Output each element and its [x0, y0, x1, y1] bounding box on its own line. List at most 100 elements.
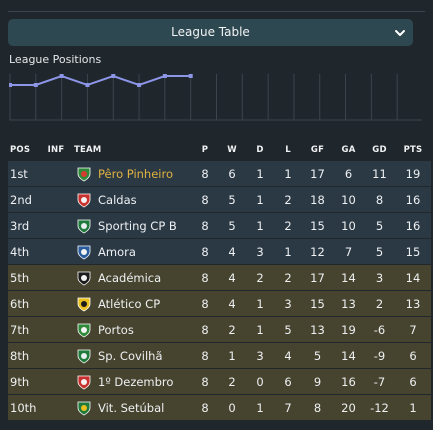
info-cell [40, 368, 72, 395]
points-cell: 14 [395, 264, 431, 291]
team-name[interactable]: Portos [98, 322, 134, 337]
header-drawn[interactable]: D [256, 145, 264, 155]
header-points[interactable]: PTS [403, 145, 423, 155]
table-row[interactable]: 1st Pêro Pinheiro 8 6 1 1 17 6 11 19 [8, 161, 431, 187]
position-point [85, 83, 90, 87]
table-row[interactable]: 9th 1º Dezembro 8 2 0 6 9 16 -7 6 [8, 368, 431, 395]
table-row[interactable]: 2nd Caldas 8 5 1 2 18 10 8 16 [8, 186, 431, 213]
table-row[interactable]: 3rd Sporting CP B 8 5 1 2 15 10 5 16 [8, 212, 431, 239]
points-cell: 7 [395, 316, 431, 343]
info-cell [40, 212, 72, 239]
chevron-down-icon[interactable] [394, 28, 406, 38]
header-inf[interactable]: INF [47, 145, 65, 155]
team-cell[interactable]: Portos [72, 316, 192, 343]
team-cell[interactable]: Caldas [72, 186, 192, 213]
table-header-row: POS INF TEAM P W D L GF GA GD PTS [8, 139, 431, 161]
lost-cell: 5 [274, 316, 302, 343]
points-cell: 16 [395, 186, 431, 213]
table-row[interactable]: 7th Portos 8 2 1 5 13 19 -6 7 [8, 316, 431, 343]
header-team[interactable]: TEAM [74, 145, 102, 155]
position-cell: 5th [8, 264, 40, 291]
table-row[interactable]: 8th Sp. Covilhã 8 1 3 4 5 14 -9 6 [8, 342, 431, 369]
team-name[interactable]: Caldas [98, 192, 137, 207]
goals-against-cell: 7 [333, 238, 364, 265]
team-name[interactable]: Sp. Covilhã [98, 348, 163, 363]
position-cell: 3rd [8, 212, 40, 239]
top-divider [8, 11, 425, 12]
won-cell: 5 [218, 212, 246, 239]
team-name[interactable]: Atlético CP [98, 296, 161, 311]
lost-cell: 2 [274, 212, 302, 239]
header-played[interactable]: P [201, 145, 209, 155]
drawn-cell: 0 [246, 368, 274, 395]
club-crest-icon [77, 167, 91, 181]
club-crest-icon [77, 349, 91, 363]
club-crest-icon [77, 401, 91, 415]
team-name[interactable]: Académica [98, 270, 162, 285]
team-cell[interactable]: Académica [72, 264, 192, 291]
team-cell[interactable]: Amora [72, 238, 192, 265]
table-row[interactable]: 5th Académica 8 4 2 2 17 14 3 14 [8, 264, 431, 291]
league-table: POS INF TEAM P W D L GF GA GD PTS 1st Pêr… [8, 139, 431, 421]
goal-difference-cell: -12 [364, 394, 395, 421]
table-row[interactable]: 6th Atlético CP 8 4 1 3 15 13 2 13 [8, 290, 431, 317]
team-cell[interactable]: Sp. Covilhã [72, 342, 192, 369]
header-lost[interactable]: L [285, 145, 291, 155]
dropdown-label: League Table [171, 25, 250, 39]
header-goals-against[interactable]: GA [341, 145, 356, 155]
team-name[interactable]: 1º Dezembro [98, 374, 174, 389]
played-cell: 8 [192, 316, 218, 343]
info-cell [40, 238, 72, 265]
points-cell: 6 [395, 342, 431, 369]
team-name[interactable]: Pêro Pinheiro [98, 166, 174, 181]
team-cell[interactable]: Atlético CP [72, 290, 192, 317]
goals-against-cell: 10 [333, 212, 364, 239]
table-row[interactable]: 10th Vit. Setúbal 8 0 1 7 8 20 -12 1 [8, 394, 431, 421]
goals-for-cell: 17 [302, 161, 333, 187]
won-cell: 4 [218, 238, 246, 265]
header-goals-for[interactable]: GF [310, 145, 325, 155]
lost-cell: 6 [274, 368, 302, 395]
info-cell [40, 316, 72, 343]
points-cell: 6 [395, 368, 431, 395]
club-crest-icon [77, 297, 91, 311]
goal-difference-cell: -7 [364, 368, 395, 395]
goal-difference-cell: 5 [364, 212, 395, 239]
won-cell: 4 [218, 264, 246, 291]
team-name[interactable]: Vit. Setúbal [98, 400, 165, 415]
lost-cell: 3 [274, 290, 302, 317]
header-won[interactable]: W [227, 145, 237, 155]
info-cell [40, 161, 72, 187]
drawn-cell: 1 [246, 161, 274, 187]
goals-for-cell: 12 [302, 238, 333, 265]
team-name[interactable]: Amora [98, 244, 136, 259]
goals-for-cell: 15 [302, 290, 333, 317]
info-cell [40, 264, 72, 291]
drawn-cell: 2 [246, 264, 274, 291]
won-cell: 1 [218, 342, 246, 369]
goals-against-cell: 19 [333, 316, 364, 343]
played-cell: 8 [192, 238, 218, 265]
lost-cell: 7 [274, 394, 302, 421]
drawn-cell: 3 [246, 238, 274, 265]
team-cell[interactable]: 1º Dezembro [72, 368, 192, 395]
team-name[interactable]: Sporting CP B [98, 218, 177, 233]
team-cell[interactable]: Pêro Pinheiro [72, 161, 192, 187]
team-cell[interactable]: Vit. Setúbal [72, 394, 192, 421]
points-cell: 1 [395, 394, 431, 421]
team-cell[interactable]: Sporting CP B [72, 212, 192, 239]
position-point [137, 83, 142, 87]
header-pos[interactable]: POS [10, 145, 31, 155]
goals-for-cell: 18 [302, 186, 333, 213]
drawn-cell: 3 [246, 342, 274, 369]
header-goal-difference[interactable]: GD [372, 145, 387, 155]
played-cell: 8 [192, 161, 218, 187]
league-view-dropdown[interactable]: League Table [8, 19, 413, 46]
won-cell: 4 [218, 290, 246, 317]
lost-cell: 2 [274, 264, 302, 291]
lost-cell: 4 [274, 342, 302, 369]
table-row[interactable]: 4th Amora 8 4 3 1 12 7 5 15 [8, 238, 431, 265]
drawn-cell: 1 [246, 290, 274, 317]
played-cell: 8 [192, 212, 218, 239]
goals-for-cell: 13 [302, 316, 333, 343]
